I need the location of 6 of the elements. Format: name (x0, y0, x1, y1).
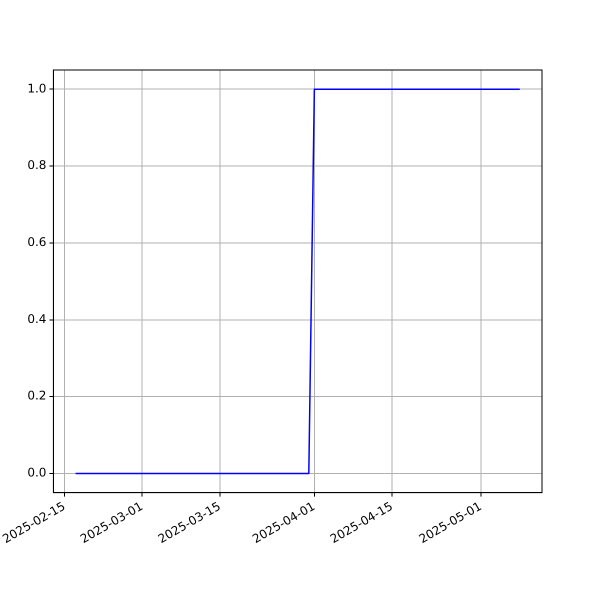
y-tick-label: 1.0 (27, 81, 46, 96)
y-tick-label: 0.4 (27, 312, 46, 326)
y-tick-label: 0.0 (27, 466, 46, 480)
y-tick-label: 0.2 (27, 388, 46, 403)
y-tick-label: 0.8 (27, 158, 46, 172)
y-tick-label: 0.6 (27, 235, 46, 250)
